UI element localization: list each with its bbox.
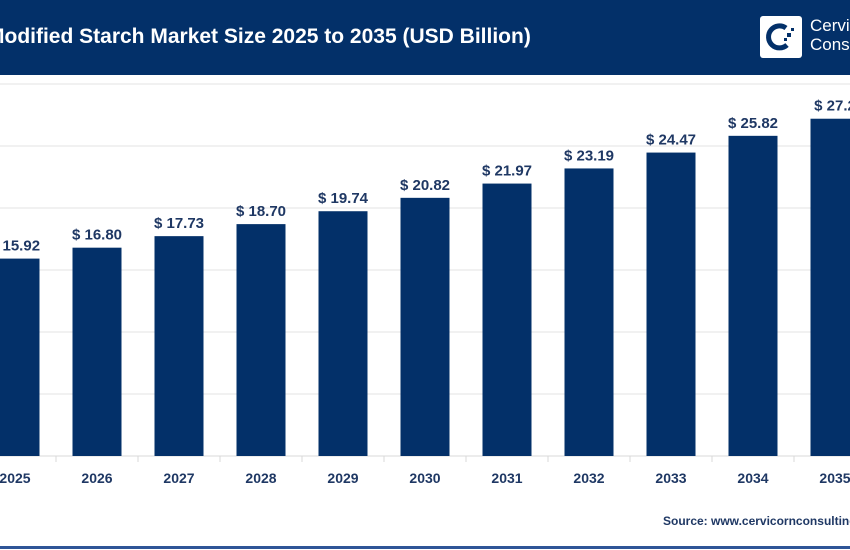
- source-note: Source: www.cervicornconsulting.com: [663, 514, 850, 528]
- bar-2029: [318, 211, 368, 456]
- x-tick-label-2033: 2033: [655, 470, 686, 486]
- bar-2034: [728, 135, 778, 456]
- bar-2035: [810, 118, 850, 456]
- data-label-2027: $ 17.73: [154, 215, 204, 232]
- bar-2031: [482, 183, 532, 456]
- data-label-2025: $ 15.92: [0, 238, 40, 255]
- x-tick-label-2035: 2035: [819, 470, 850, 486]
- x-tick-label-2026: 2026: [81, 470, 112, 486]
- chart-title: Modified Starch Market Size 2025 to 2035…: [0, 25, 531, 48]
- x-tick-label-2030: 2030: [409, 470, 440, 486]
- x-tick-label-2025: 2025: [0, 470, 31, 486]
- bar-2032: [564, 168, 614, 456]
- data-label-2029: $ 19.74: [318, 190, 369, 207]
- x-tick-label-2028: 2028: [245, 470, 276, 486]
- bar-2027: [154, 236, 204, 456]
- data-label-2035: $ 27.2: [814, 98, 850, 115]
- bar-2030: [400, 197, 450, 456]
- logo-line-1: Cervicorn: [810, 16, 850, 35]
- logo-text: Cervicorn Consulting: [810, 16, 850, 54]
- data-label-2026: $ 16.80: [72, 227, 122, 244]
- chart-header: Modified Starch Market Size 2025 to 2035…: [0, 0, 850, 75]
- data-label-2034: $ 25.82: [728, 115, 778, 132]
- x-tick-label-2031: 2031: [491, 470, 522, 486]
- bar-2025: [0, 258, 40, 456]
- logo-line-2: Consulting: [810, 35, 850, 54]
- bar-2026: [72, 247, 122, 456]
- x-tick-label-2027: 2027: [163, 470, 194, 486]
- data-label-2033: $ 24.47: [646, 132, 696, 149]
- data-label-2028: $ 18.70: [236, 203, 286, 220]
- data-label-2032: $ 23.19: [564, 147, 614, 164]
- bottom-border: [0, 546, 850, 549]
- x-tick-label-2034: 2034: [737, 470, 768, 486]
- bar-2033: [646, 152, 696, 456]
- data-label-2031: $ 21.97: [482, 163, 532, 180]
- x-tick-label-2029: 2029: [327, 470, 358, 486]
- bar-2028: [236, 224, 286, 456]
- data-label-2030: $ 20.82: [400, 177, 450, 194]
- x-tick-label-2032: 2032: [573, 470, 604, 486]
- cervicorn-logo-icon: [760, 16, 802, 58]
